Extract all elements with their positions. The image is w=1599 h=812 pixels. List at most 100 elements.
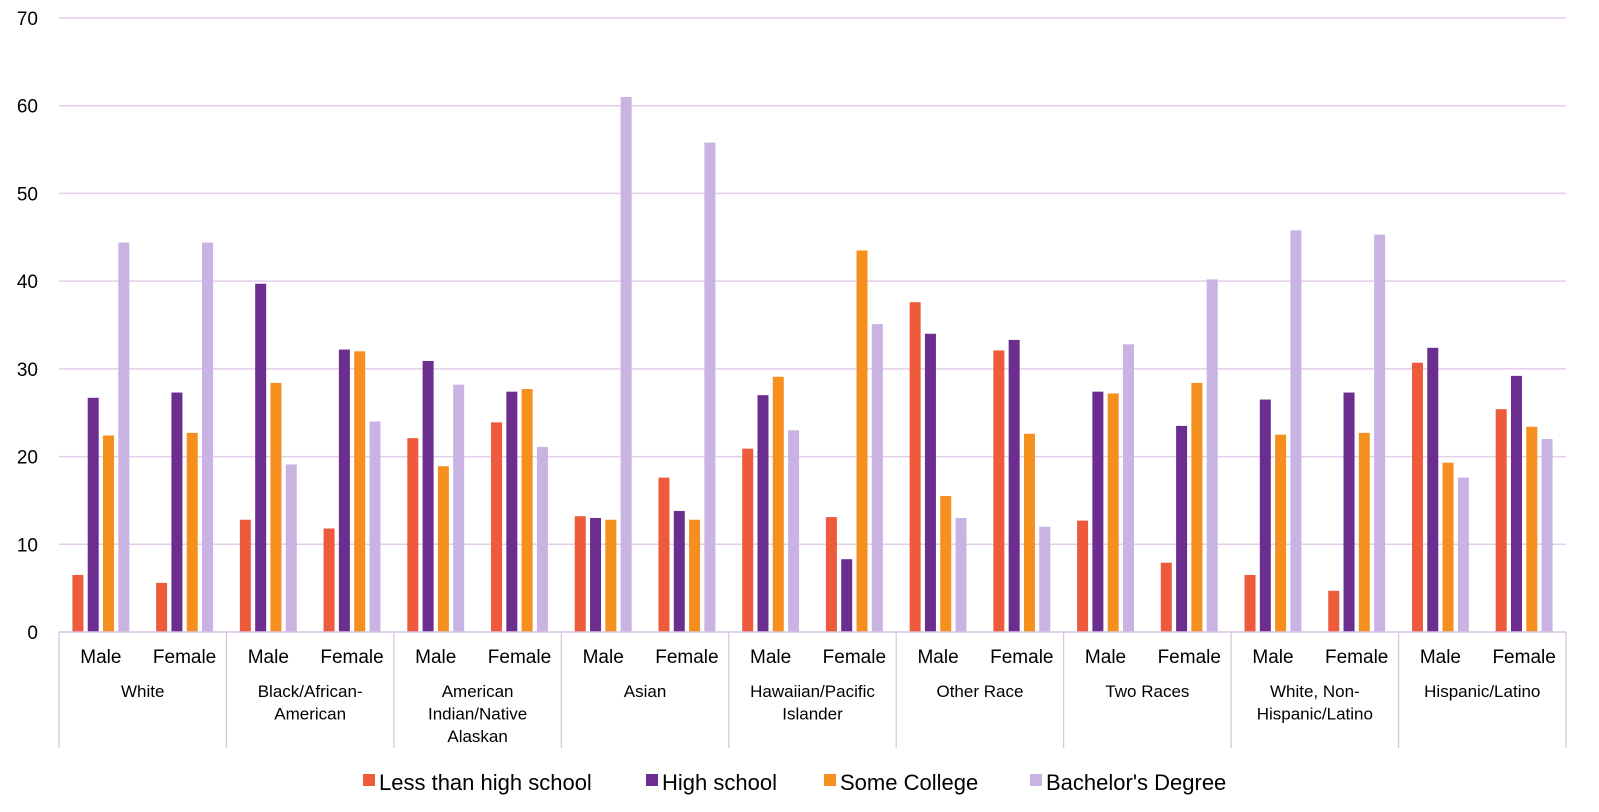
- bar-high-school: [506, 391, 518, 632]
- bar-bachelors-degree: [871, 324, 883, 632]
- bar-high-school: [1176, 425, 1188, 632]
- bar-high-school: [1510, 375, 1522, 632]
- group-label: White: [121, 682, 164, 701]
- bar-less-than-high-school: [1160, 562, 1172, 632]
- group-label: White, Non-: [1270, 682, 1360, 701]
- group-label: Indian/Native: [428, 705, 527, 724]
- y-tick-label: 0: [27, 623, 38, 644]
- bar-high-school: [338, 349, 350, 632]
- bar-less-than-high-school: [323, 528, 335, 632]
- bar-bachelors-degree: [202, 242, 214, 633]
- bar-some-college: [521, 389, 533, 632]
- bar-bachelors-degree: [1206, 279, 1218, 632]
- sub-category-label: Female: [153, 647, 216, 668]
- bar-bachelors-degree: [620, 96, 632, 632]
- bar-bachelors-degree: [788, 430, 800, 632]
- bar-some-college: [1107, 393, 1119, 632]
- legend-label: High school: [662, 770, 777, 795]
- bar-some-college: [1191, 382, 1203, 632]
- bar-some-college: [186, 432, 198, 632]
- bar-bachelors-degree: [285, 464, 297, 632]
- sub-category-label: Female: [488, 647, 551, 668]
- sub-category-label: Male: [80, 647, 121, 668]
- sub-category-label: Male: [583, 647, 624, 668]
- bar-bachelors-degree: [118, 242, 130, 633]
- y-tick-label: 20: [17, 448, 38, 469]
- bar-less-than-high-school: [1077, 520, 1089, 632]
- bar-high-school: [171, 392, 183, 632]
- bar-some-college: [1442, 462, 1454, 632]
- y-tick-label: 70: [17, 9, 38, 30]
- sub-category-label: Female: [1492, 647, 1555, 668]
- group-label: Hispanic/Latino: [1257, 705, 1373, 724]
- bar-some-college: [354, 351, 366, 632]
- sub-category-label: Female: [823, 647, 886, 668]
- bar-high-school: [590, 517, 602, 632]
- y-axis-tick-labels: 0 10 20 30 40 50 60 70: [17, 9, 38, 644]
- legend-swatch: [363, 774, 375, 786]
- sub-category-label: Male: [1420, 647, 1461, 668]
- bar-high-school: [1008, 339, 1020, 632]
- bar-less-than-high-school: [1411, 362, 1423, 632]
- group-label: Other Race: [936, 682, 1023, 701]
- bar-high-school: [673, 510, 685, 632]
- bar-bachelors-degree: [536, 446, 548, 632]
- bar-less-than-high-school: [825, 517, 837, 632]
- bar-less-than-high-school: [658, 477, 670, 632]
- sub-category-label: Male: [1252, 647, 1293, 668]
- bar-bachelors-degree: [1541, 439, 1553, 632]
- y-tick-label: 50: [17, 184, 38, 205]
- sub-category-label: Male: [248, 647, 289, 668]
- bar-less-than-high-school: [407, 438, 419, 632]
- legend-swatch: [1030, 774, 1042, 786]
- bar-some-college: [1023, 433, 1035, 632]
- bar-less-than-high-school: [1495, 409, 1507, 632]
- bar-less-than-high-school: [72, 574, 84, 632]
- bar-bachelors-degree: [1457, 477, 1469, 632]
- group-label: Asian: [624, 682, 667, 701]
- legend-swatch: [824, 774, 836, 786]
- group-label: Hispanic/Latino: [1424, 682, 1540, 701]
- group-label: Alaskan: [447, 727, 507, 746]
- legend-label: Less than high school: [379, 770, 592, 795]
- legend-label: Some College: [840, 770, 978, 795]
- bar-some-college: [1526, 426, 1538, 632]
- bar-bachelors-degree: [704, 142, 716, 633]
- sub-category-label: Female: [1325, 647, 1388, 668]
- bar-high-school: [255, 283, 267, 632]
- sub-category-label: Male: [750, 647, 791, 668]
- gridlines: [59, 17, 1566, 546]
- group-label: Islander: [782, 705, 843, 724]
- bar-bachelors-degree: [1290, 230, 1302, 632]
- bars: [72, 96, 1553, 633]
- y-tick-label: 30: [17, 360, 38, 381]
- x-axis: [58, 631, 1567, 748]
- group-label: American: [274, 705, 346, 724]
- bar-less-than-high-school: [491, 422, 503, 632]
- bar-less-than-high-school: [156, 582, 168, 632]
- bar-some-college: [856, 250, 868, 632]
- group-label: American: [442, 682, 514, 701]
- bar-less-than-high-school: [239, 519, 251, 632]
- bar-some-college: [437, 466, 449, 632]
- bar-less-than-high-school: [909, 302, 921, 632]
- legend: Less than high school High school Some Col…: [363, 770, 1226, 795]
- bar-some-college: [689, 519, 701, 632]
- group-label: Black/African-: [258, 682, 363, 701]
- sub-category-label: Female: [320, 647, 383, 668]
- bar-bachelors-degree: [1122, 344, 1134, 632]
- bar-bachelors-degree: [1039, 526, 1051, 632]
- legend-swatch: [646, 774, 658, 786]
- bar-high-school: [924, 333, 936, 632]
- sub-category-label: Male: [1085, 647, 1126, 668]
- y-tick-label: 60: [17, 97, 38, 118]
- bar-less-than-high-school: [742, 448, 754, 632]
- bar-high-school: [1343, 392, 1355, 632]
- bar-high-school: [841, 559, 853, 632]
- bar-bachelors-degree: [369, 421, 381, 632]
- bar-high-school: [757, 395, 769, 632]
- bar-some-college: [1358, 432, 1370, 632]
- bar-less-than-high-school: [1244, 574, 1256, 632]
- y-tick-label: 10: [17, 535, 38, 556]
